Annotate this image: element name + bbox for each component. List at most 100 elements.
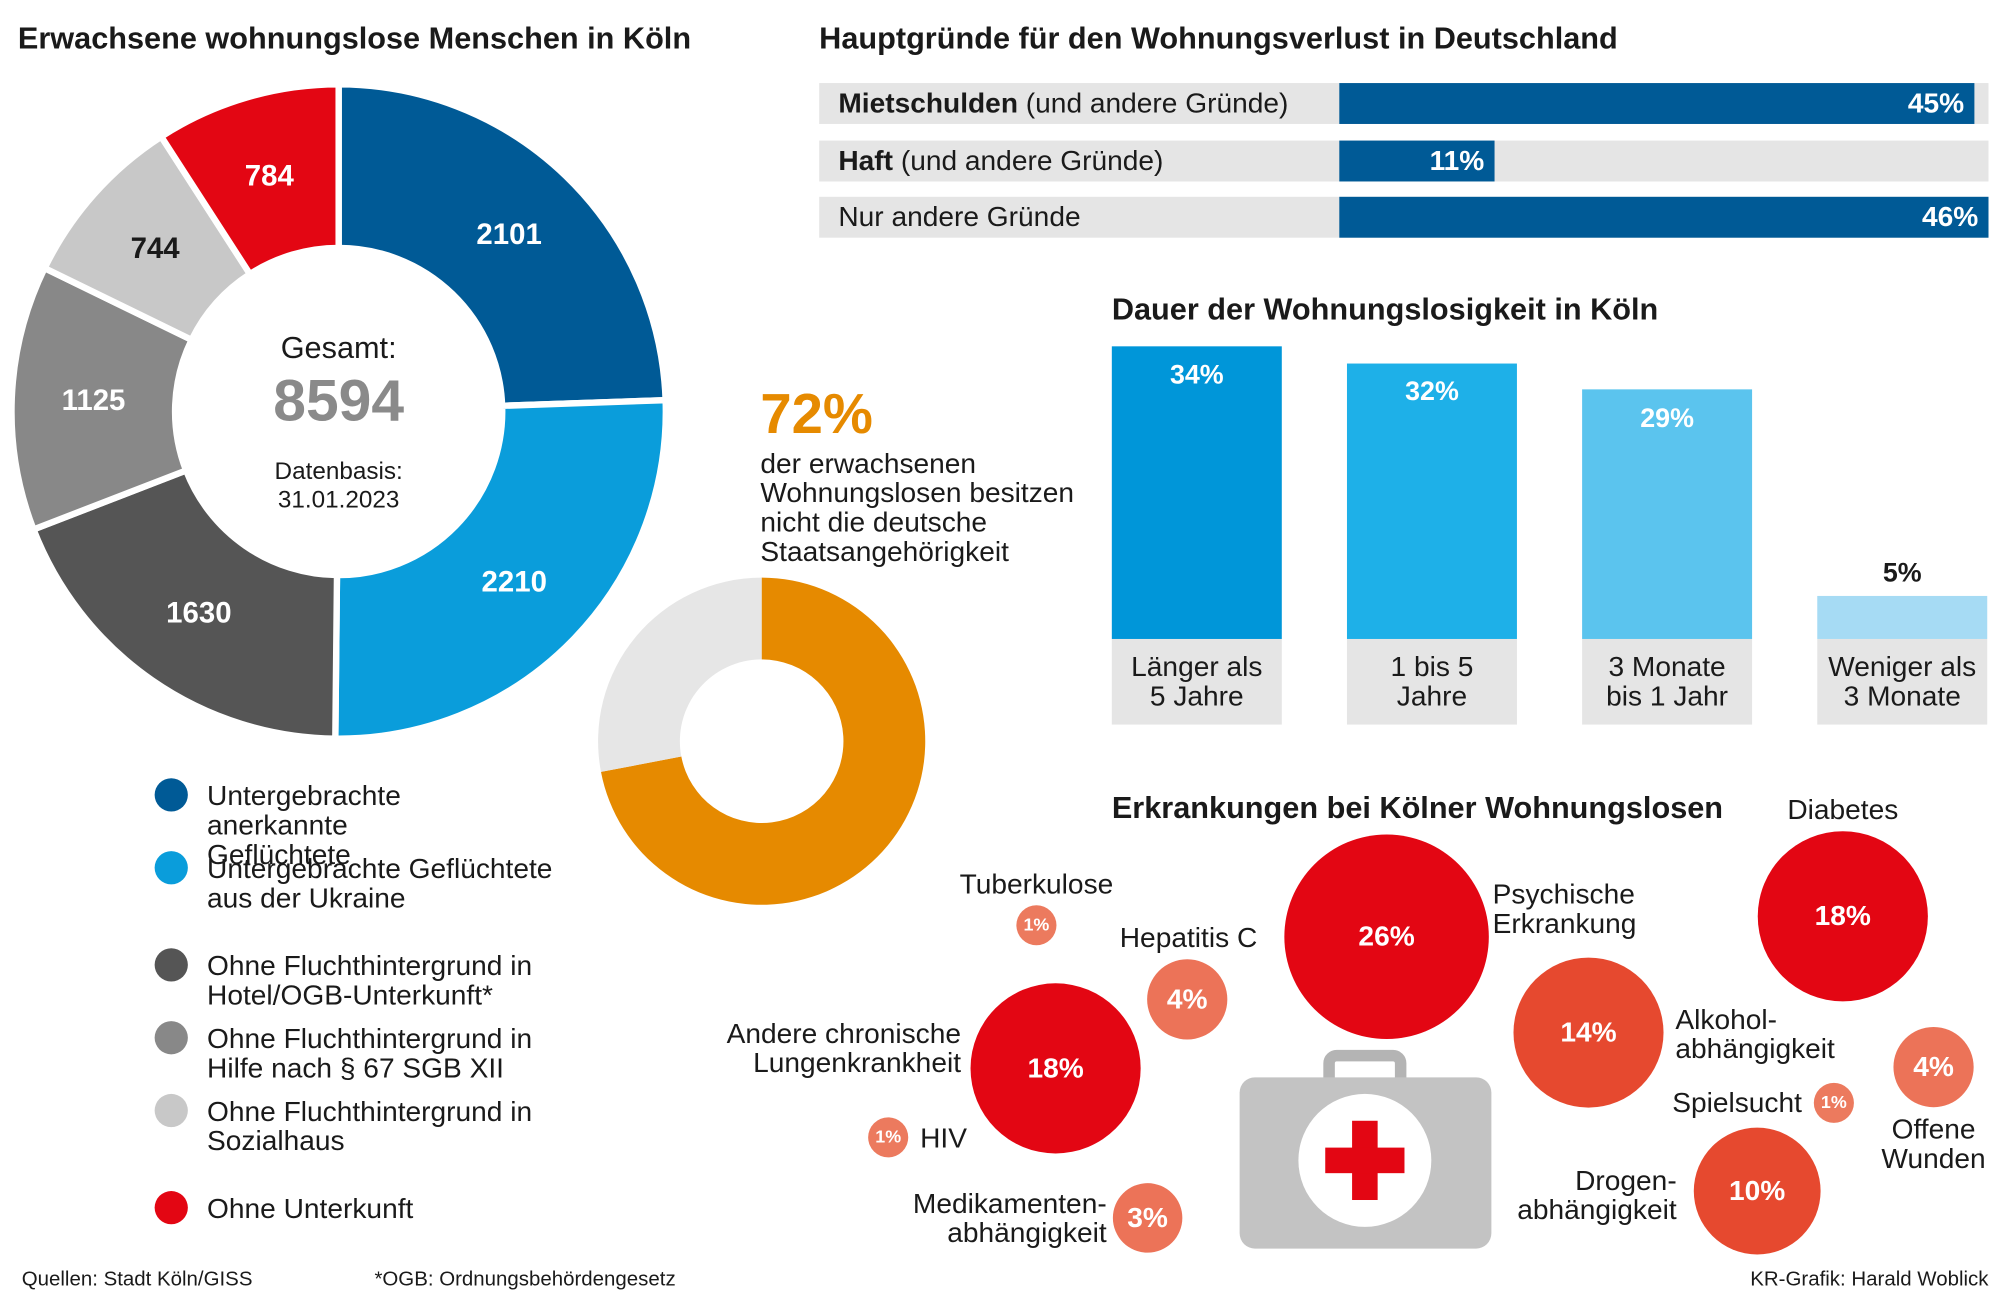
chart-title: Hauptgründe für den Wohnungsverlust in D… (819, 21, 1618, 57)
legend-swatch (154, 948, 188, 982)
value-label: 29% (1640, 403, 1694, 433)
bubble-label: Offene Wunden (1881, 1113, 1986, 1175)
footnote: *OGB: Ordnungsbehördengesetz (374, 1269, 676, 1291)
bar (1339, 140, 1495, 182)
legend-swatch (154, 1021, 188, 1055)
bubble (1016, 905, 1057, 946)
value-label: 10% (1729, 1174, 1786, 1207)
slice-label: 2101 (476, 217, 542, 251)
bar (1111, 346, 1282, 639)
legend-label: Ohne Fluchthintergrund in Hilfe nach § 6… (207, 1022, 533, 1084)
legend-label: Untergebrachte Geflüchtete aus der Ukrai… (207, 852, 553, 914)
value-label: 18% (1814, 899, 1871, 932)
legend-swatch (154, 1093, 188, 1128)
bubble-label: HIV (920, 1122, 968, 1154)
bubble-label: Drogen-abhängigkeit (1517, 1164, 1677, 1226)
bubble-label: Spielsucht (1672, 1086, 1802, 1119)
category-label: 3 Monate bis 1 Jahr (1606, 650, 1729, 712)
slice-label: 1125 (61, 383, 126, 417)
value-label: 32% (1405, 377, 1459, 407)
bubble-label: Tuberkulose (959, 867, 1114, 900)
bubble (1513, 957, 1664, 1108)
center-label: Gesamt: (280, 330, 397, 366)
slice-label: 1630 (166, 595, 232, 629)
value-label: 1% (1023, 914, 1050, 935)
bubble-label: Medikamenten-abhängigkeit (912, 1187, 1107, 1249)
ring-slice (598, 577, 762, 772)
category-label: 1 bis 5 Jahre (1390, 650, 1474, 712)
bar (1346, 363, 1517, 639)
center-note: Datenbasis: 31.01.2023 (274, 458, 403, 514)
headline-text: der erwachsenen Wohnungslosen besitzen n… (760, 447, 1075, 568)
value-label: 45% (1907, 86, 1965, 119)
kit-cross (1325, 1147, 1405, 1174)
slice-label: 2210 (481, 564, 547, 599)
donut-slice (29, 466, 341, 742)
bubble (1147, 959, 1228, 1040)
bubble-label: Diabetes (1787, 793, 1899, 826)
category-label: Weniger als 3 Monate (1828, 650, 1977, 712)
bubble (1112, 1183, 1183, 1253)
chart-title: Dauer der Wohnungslosigkeit in Köln (1111, 292, 1659, 328)
bubble (970, 983, 1141, 1154)
category-label: Haft (und andere Gründe) (838, 144, 1164, 177)
value-label: 3% (1127, 1201, 1168, 1234)
category-label: Nur andere Gründe (838, 200, 1081, 233)
bar (1339, 83, 1975, 124)
legend-label: Ohne Fluchthintergrund in Hotel/OGB-Unte… (207, 949, 533, 1011)
bubble-label: Alkohol-abhängigkeit (1675, 1003, 1835, 1065)
label-box (1582, 638, 1753, 725)
credit: KR-Grafik: Harald Woblick (1750, 1269, 1989, 1291)
center-total: 8594 (273, 366, 405, 434)
legend-label: Untergebrachte anerkannte Geflüchtete (207, 779, 401, 871)
ring-slice (600, 577, 926, 905)
value-label: 26% (1358, 919, 1415, 952)
bubble (1693, 1127, 1821, 1255)
chart-title: Erwachsene wohnungslose Menschen in Köln (17, 21, 692, 57)
bubble-label: Psychische Erkrankung (1492, 877, 1637, 940)
source: Quellen: Stadt Köln/GISS (21, 1269, 253, 1291)
value-label: 18% (1027, 1051, 1084, 1084)
value-label: 14% (1560, 1015, 1617, 1048)
label-box (1346, 638, 1517, 725)
value-label: 1% (875, 1126, 902, 1147)
legend-label: Ohne Unterkunft (207, 1192, 414, 1225)
label-box (1817, 638, 1988, 725)
donut-slice (335, 81, 669, 410)
bubble-label: Andere chronische Lungenkrankheit (726, 1017, 962, 1079)
bubble (1284, 834, 1489, 1039)
bar (1582, 389, 1753, 639)
first-aid-kit (1239, 1049, 1492, 1249)
value-label: 46% (1921, 200, 1979, 233)
value-label: 4% (1913, 1050, 1954, 1083)
donut-slice (332, 396, 669, 742)
bubble (1893, 1026, 1974, 1108)
legend-label: Ohne Fluchthintergrund in Sozialhaus (207, 1095, 533, 1157)
donut-slice (8, 263, 196, 534)
legend-swatch (154, 1191, 188, 1225)
bubble (1757, 831, 1928, 1002)
value-label: 34% (1169, 360, 1224, 390)
label-box (1111, 638, 1282, 725)
headline-value: 72% (760, 383, 873, 447)
bubble (1813, 1082, 1854, 1123)
legend-swatch (154, 778, 188, 812)
bar (1339, 196, 1989, 238)
bubble (868, 1117, 909, 1158)
value-label: 11% (1429, 144, 1485, 177)
slice-label: 784 (244, 158, 294, 192)
legend-swatch (154, 851, 188, 885)
donut-slice (156, 81, 342, 279)
category-label: Länger als 5 Jahre (1131, 650, 1263, 712)
bubble-label: Hepatitis C (1119, 921, 1258, 954)
value-label: 1% (1820, 1091, 1847, 1113)
value-label: 4% (1166, 982, 1208, 1015)
bar (1817, 595, 1988, 639)
value-label: 5% (1882, 558, 1922, 589)
chart-title: Erkrankungen bei Kölner Wohnungslosen (1111, 791, 1724, 826)
slice-label: 744 (130, 230, 180, 264)
category-label: Mietschulden (und andere Gründe) (838, 86, 1289, 119)
